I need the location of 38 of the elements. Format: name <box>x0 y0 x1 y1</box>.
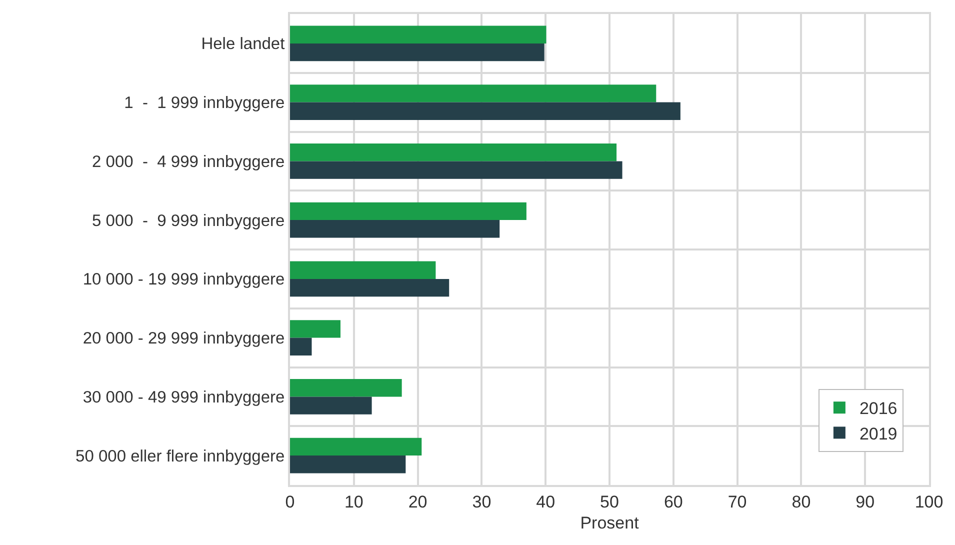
y-tick-label: 50 000 eller flere innbyggere <box>76 447 285 466</box>
x-tick-label: 30 <box>472 492 492 512</box>
x-tick-label: 20 <box>408 492 428 512</box>
bar <box>290 379 402 397</box>
y-tick-label: 5 000 - 9 999 innbyggere <box>92 212 285 230</box>
y-tick-label: 20 000 - 29 999 innbyggere <box>82 330 285 348</box>
bar <box>290 220 500 238</box>
x-tick-label: 60 <box>664 492 683 512</box>
y-tick-label: 10 000 - 19 999 innbyggere <box>82 270 285 289</box>
bar <box>290 396 372 414</box>
x-axis-title: Prosent <box>580 513 640 532</box>
bar <box>290 261 436 279</box>
bar <box>290 456 406 474</box>
x-tick-label: 50 <box>600 492 619 512</box>
bar <box>290 438 422 456</box>
x-tick-label: 10 <box>344 492 364 512</box>
bar <box>290 102 680 120</box>
bar <box>290 84 656 102</box>
y-tick-label: 2 000 - 4 999 innbyggere <box>92 152 285 171</box>
y-tick-label: Hele landet <box>201 35 286 54</box>
y-tick-label: 30 000 - 49 999 innbyggere <box>82 388 285 406</box>
x-tick-label: 40 <box>536 492 556 512</box>
bar <box>290 278 450 297</box>
bar <box>290 26 546 44</box>
x-tick-label: 80 <box>792 492 811 512</box>
bar <box>290 338 312 356</box>
bar <box>290 320 340 338</box>
bar <box>290 43 544 62</box>
legend-label: 2019 <box>859 424 898 444</box>
bar <box>290 161 622 179</box>
y-tick-label: 1 - 1 999 innbyggere <box>124 94 285 112</box>
x-tick-label: 70 <box>728 492 747 512</box>
x-tick-label: 90 <box>856 492 875 512</box>
legend-label: 2016 <box>859 399 898 418</box>
bar <box>290 144 617 162</box>
bar <box>290 202 526 220</box>
x-tick-label: 100 <box>914 492 944 512</box>
x-tick-label: 0 <box>285 492 295 512</box>
